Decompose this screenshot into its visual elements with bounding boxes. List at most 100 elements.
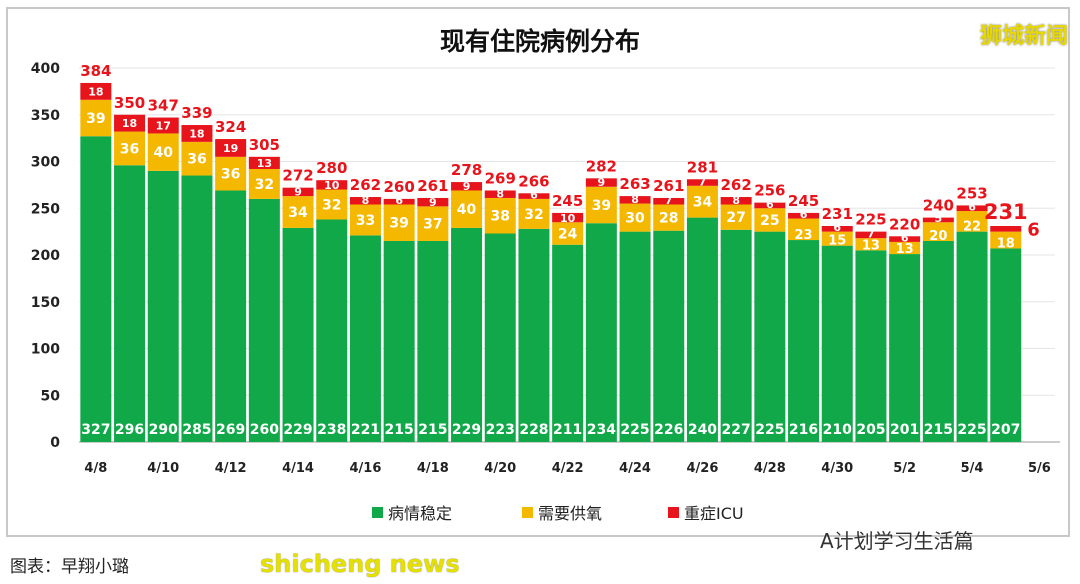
legend-label: 病情稳定 — [388, 504, 453, 523]
total-label: 256 — [754, 182, 785, 200]
total-label: 305 — [249, 136, 280, 154]
total-label: 282 — [586, 157, 617, 175]
x-tick-label: 4/8 — [84, 461, 107, 476]
segment-label: 229 — [283, 422, 312, 438]
bar-segment-stable — [686, 217, 718, 442]
bar-segment-stable — [417, 240, 449, 442]
bar-segment-icu — [585, 178, 617, 187]
bar-segment-oxygen — [619, 203, 651, 232]
bar-segment-oxygen — [922, 222, 954, 241]
bar-segment-oxygen — [383, 204, 415, 241]
bar-segment-icu — [788, 212, 820, 219]
total-label: 280 — [316, 159, 347, 177]
bar-segment-icu — [855, 231, 887, 239]
segment-label: 228 — [519, 422, 548, 438]
segment-label: 36 — [187, 152, 206, 168]
bar-segment-oxygen — [282, 196, 314, 228]
segment-label: 7 — [665, 194, 673, 207]
segment-label: 201 — [890, 422, 919, 438]
bar-segment-stable — [316, 219, 348, 442]
segment-label: 8 — [631, 193, 639, 206]
segment-label: 39 — [86, 111, 105, 127]
bar-segment-stable — [653, 230, 685, 442]
bar-segment-oxygen — [147, 133, 179, 171]
x-tick-label: 4/18 — [417, 461, 449, 476]
bar-segment-icu — [653, 197, 685, 205]
segment-label: 34 — [693, 195, 713, 211]
bar-segment-icu — [956, 205, 988, 212]
bar-segment-oxygen — [316, 189, 348, 220]
total-label: 261 — [653, 177, 684, 195]
total-label: 347 — [148, 97, 179, 115]
segment-label: 13 — [257, 157, 272, 170]
legend-label: 需要供氧 — [538, 504, 603, 523]
total-label: 262 — [350, 176, 381, 194]
segment-label: 210 — [823, 422, 852, 438]
bar-segment-oxygen — [956, 211, 988, 232]
y-tick-label: 100 — [31, 342, 60, 358]
bar-segment-stable — [821, 245, 853, 442]
segment-label: 215 — [418, 422, 447, 438]
bar-segment-icu — [484, 190, 516, 198]
legend-oxygen: 需要供氧 — [522, 500, 602, 524]
bar-segment-stable — [922, 240, 954, 442]
x-tick-label: 4/14 — [282, 461, 314, 476]
total-label: 278 — [451, 161, 482, 179]
segment-label: 285 — [182, 422, 211, 438]
bar-segment-icu — [114, 114, 146, 132]
bar-segment-oxygen — [653, 204, 685, 231]
segment-label: 240 — [688, 422, 717, 438]
bar-segment-icu — [80, 82, 112, 100]
bar-segment-oxygen — [484, 197, 516, 234]
segment-label: 225 — [755, 422, 784, 438]
bar-segment-icu — [383, 198, 415, 205]
chart-credit: 图表：早翔小璐 — [10, 557, 129, 577]
segment-label: 32 — [524, 207, 543, 223]
segment-label: 6 — [800, 208, 808, 221]
bar-segment-stable — [619, 231, 651, 442]
segment-label: 18 — [189, 127, 204, 140]
total-label: 225 — [855, 211, 886, 229]
bar-segment-stable — [349, 235, 381, 442]
total-label: 240 — [923, 197, 954, 215]
watermark-bottom-left: shicheng news — [260, 550, 460, 578]
segment-label: 19 — [223, 142, 238, 155]
segment-label: 36 — [120, 141, 139, 157]
segment-label: 5 — [935, 212, 943, 225]
total-label: 231 — [984, 200, 1028, 224]
total-label: 263 — [619, 175, 650, 193]
bar-segment-stable — [754, 231, 786, 442]
legend-label: 重症ICU — [684, 504, 744, 523]
segment-label: 10 — [560, 212, 576, 225]
segment-label: 8 — [732, 194, 740, 207]
total-label: 261 — [417, 177, 448, 195]
legend-swatch — [522, 506, 533, 518]
bar-segment-icu — [990, 226, 1022, 232]
bar-segment-stable — [855, 250, 887, 442]
bar-segment-oxygen — [754, 208, 786, 232]
segment-label: 40 — [457, 202, 477, 218]
segment-label: 36 — [221, 167, 240, 183]
bar-segment-icu — [518, 193, 550, 199]
bar-segment-icu — [720, 197, 752, 205]
x-tick-label: 4/30 — [821, 461, 853, 476]
bar-segment-icu — [417, 197, 449, 207]
segment-label: 215 — [924, 422, 953, 438]
segment-label: 32 — [255, 177, 274, 193]
bar-segment-icu — [349, 197, 381, 205]
x-tick-label: 4/10 — [147, 461, 179, 476]
bar-segment-oxygen — [686, 185, 718, 218]
segment-label: 39 — [592, 198, 611, 214]
bar-segment-icu — [889, 236, 921, 242]
x-tick-label: 4/26 — [687, 461, 719, 476]
chart-title: 现有住院病例分布 — [439, 27, 640, 56]
segment-label: 28 — [659, 211, 678, 227]
segment-label: 238 — [317, 422, 346, 438]
y-tick-label: 0 — [50, 435, 60, 451]
chart-frame — [6, 7, 1070, 537]
watermark-top-right: 狮城新闻 — [979, 24, 1068, 49]
segment-label: 6 — [901, 231, 909, 244]
bar-segment-oxygen — [215, 156, 247, 191]
bar-segment-stable — [788, 240, 820, 442]
bar-segment-oxygen — [417, 206, 449, 241]
